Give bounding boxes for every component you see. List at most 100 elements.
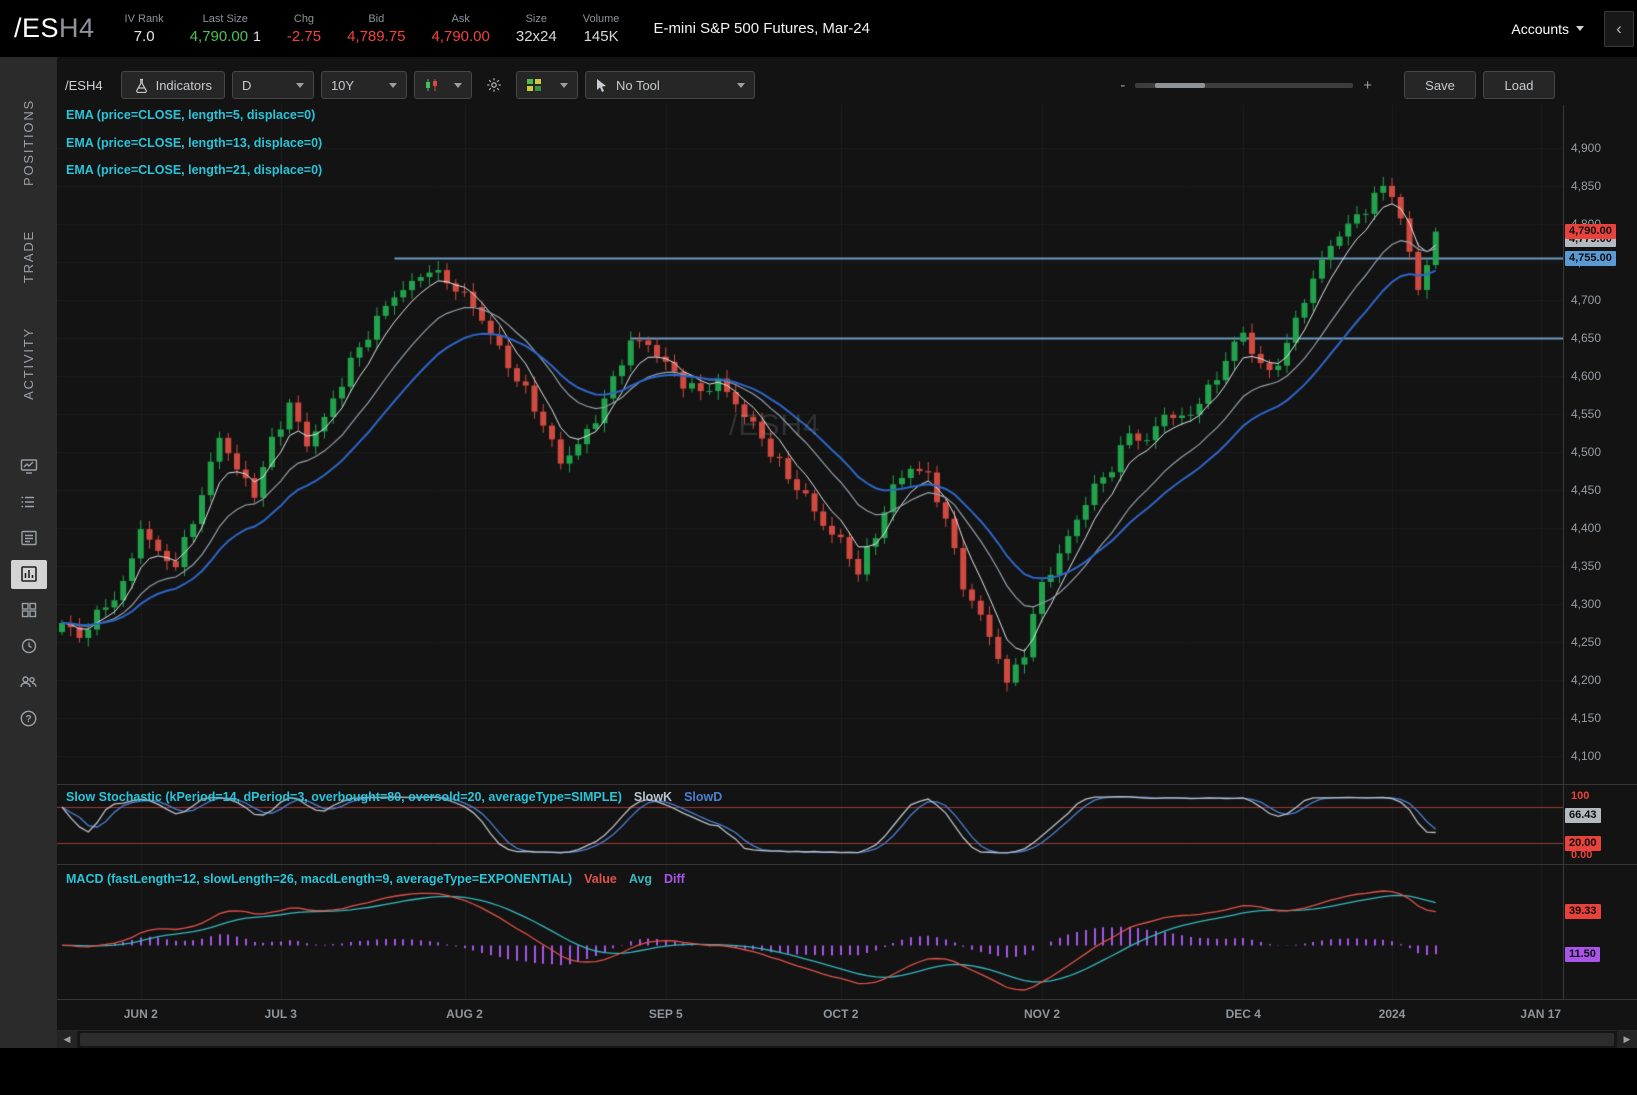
quote-field-volume: Volume 145K bbox=[583, 13, 620, 45]
time-axis-label: NOV 2 bbox=[1023, 1007, 1061, 1021]
ema-study-label-0[interactable]: EMA (price=CLOSE, length=5, displace=0) bbox=[66, 108, 316, 122]
zoom-in-button[interactable]: + bbox=[1363, 76, 1372, 94]
cursor-arrow-icon bbox=[596, 78, 606, 92]
ema-study-label-1[interactable]: EMA (price=CLOSE, length=13, displace=0) bbox=[66, 135, 323, 150]
quote-field-ask: Ask 4,790.00 bbox=[431, 13, 489, 45]
price-tick-label: 4,550 bbox=[1571, 407, 1602, 421]
orders-list-icon[interactable] bbox=[11, 488, 47, 517]
zoom-slider-thumb[interactable] bbox=[1155, 82, 1206, 88]
chart-type-dropdown[interactable] bbox=[413, 71, 472, 99]
contract-title: E-mini S&P 500 Futures, Mar-24 bbox=[653, 20, 870, 37]
chevron-down-icon bbox=[388, 82, 397, 88]
macd-study-label[interactable]: MACD (fastLength=12, slowLength=26, macd… bbox=[66, 872, 573, 886]
macd-series-diff[interactable]: Diff bbox=[663, 872, 685, 886]
drawing-tool-dropdown[interactable]: No Tool bbox=[584, 71, 755, 99]
macd-chart-canvas[interactable] bbox=[57, 865, 1563, 1000]
bottom-filler bbox=[0, 1048, 1637, 1095]
pane-divider[interactable] bbox=[57, 864, 1637, 865]
quote-field-value: 4,789.75 bbox=[347, 27, 406, 45]
time-axis-label: DEC 4 bbox=[1225, 1007, 1261, 1021]
accounts-dropdown[interactable]: Accounts bbox=[1511, 21, 1584, 37]
quote-field-label: Size bbox=[525, 12, 547, 25]
price-axis[interactable]: 4,9004,8504,8004,7504,7004,6504,6004,550… bbox=[1563, 105, 1637, 1000]
slow-stochastic-study-label[interactable]: Slow Stochastic (kPeriod=14, dPeriod=3, … bbox=[66, 790, 622, 804]
watchlist-monitor-icon[interactable] bbox=[11, 452, 47, 481]
chevron-down-icon bbox=[295, 82, 304, 88]
stochastic-chart-canvas[interactable] bbox=[57, 785, 1563, 865]
sidebar-tab-positions[interactable]: POSITIONS bbox=[21, 99, 36, 186]
price-tick-label: 4,300 bbox=[1571, 597, 1602, 611]
charts-tab-icon[interactable] bbox=[10, 559, 47, 589]
macd-value-badge: 11.50 bbox=[1565, 946, 1600, 962]
stoch-series-slowk[interactable]: SlowK bbox=[633, 790, 673, 804]
time-axis-label: JUL 3 bbox=[264, 1007, 297, 1021]
stoch-axis-bottom-label: 0.00 bbox=[1571, 849, 1593, 861]
price-tick-label: 4,850 bbox=[1571, 179, 1602, 193]
period-value: D bbox=[241, 77, 252, 93]
time-axis[interactable]: JUN 2 JUL 3 AUG 2 SEP 5 OCT 2 NOV 2 DEC 4 2024 J… bbox=[57, 1000, 1563, 1028]
time-range-dropdown[interactable]: 10Y bbox=[320, 71, 407, 99]
price-tick-label: 4,150 bbox=[1571, 711, 1602, 725]
quote-field-size: Size 32x24 bbox=[516, 13, 557, 45]
symbol-contract: H4 bbox=[59, 13, 95, 43]
price-tick-label: 4,900 bbox=[1571, 141, 1602, 155]
time-axis-label: OCT 2 bbox=[823, 1007, 859, 1021]
quote-header: /ESH4 IV Rank 7.0 Last Size 4,790.00 1 Chg -2.… bbox=[0, 0, 1637, 57]
scroll-left-button[interactable]: ◀ bbox=[57, 1031, 77, 1048]
price-tick-label: 4,350 bbox=[1571, 559, 1602, 573]
chart-settings-button[interactable] bbox=[479, 71, 509, 99]
left-sidebar: POSITIONS TRADE ACTIVITY bbox=[0, 57, 57, 1048]
scrollbar-track[interactable] bbox=[77, 1031, 1617, 1048]
pane-divider[interactable] bbox=[57, 784, 1637, 785]
save-button[interactable]: Save bbox=[1404, 71, 1476, 99]
help-icon[interactable]: ? bbox=[11, 704, 47, 733]
chevron-down-icon bbox=[453, 82, 462, 88]
candlestick-icon bbox=[425, 79, 437, 91]
aggregation-period-dropdown[interactable]: D bbox=[231, 71, 314, 99]
history-clock-icon[interactable] bbox=[11, 632, 47, 661]
time-axis-label: JAN 17 bbox=[1520, 1007, 1562, 1021]
scroll-right-button[interactable]: ▶ bbox=[1617, 1031, 1637, 1048]
load-button[interactable]: Load bbox=[1483, 71, 1555, 99]
stoch-axis-top-label: 100 bbox=[1571, 790, 1590, 802]
macd-series-value[interactable]: Value bbox=[584, 872, 617, 886]
community-people-icon[interactable] bbox=[11, 668, 47, 697]
macd-series-avg[interactable]: Avg bbox=[628, 872, 652, 886]
sidebar-tab-activity[interactable]: ACTIVITY bbox=[21, 327, 36, 400]
scrollbar-thumb[interactable] bbox=[80, 1033, 1614, 1046]
price-tick-label: 4,700 bbox=[1571, 293, 1602, 307]
chart-style-dropdown[interactable] bbox=[515, 71, 578, 99]
zoom-out-button[interactable]: - bbox=[1120, 76, 1126, 94]
style-grid-icon bbox=[526, 79, 541, 91]
quote-field-value: 32x24 bbox=[515, 27, 557, 45]
stoch-series-slowd[interactable]: SlowD bbox=[684, 790, 723, 804]
price-tick-label: 4,650 bbox=[1571, 331, 1602, 345]
indicators-flask-icon bbox=[135, 78, 147, 93]
collapse-panel-button[interactable]: ‹ bbox=[1604, 10, 1634, 47]
time-axis-label: SEP 5 bbox=[648, 1007, 683, 1021]
toolbar-right-cluster: - + Save Load bbox=[1110, 71, 1555, 99]
quote-field-value: 4,790.00 1 bbox=[189, 27, 261, 45]
quote-field-value: -2.75 bbox=[286, 27, 322, 45]
symbol-root: /ES bbox=[14, 13, 60, 43]
stochastic-study-label-row: Slow Stochastic (kPeriod=14, dPeriod=3, … bbox=[66, 790, 722, 804]
chevron-down-icon bbox=[1576, 26, 1584, 31]
quote-field-label: Last Size bbox=[202, 12, 248, 25]
quote-field-label: Chg bbox=[293, 12, 315, 25]
indicators-label: Indicators bbox=[155, 77, 212, 93]
ema-study-label-2[interactable]: EMA (price=CLOSE, length=21, displace=0) bbox=[66, 163, 323, 177]
indicators-button[interactable]: Indicators bbox=[120, 71, 225, 99]
zoom-slider[interactable] bbox=[1135, 82, 1354, 88]
sidebar-tab-trade[interactable]: TRADE bbox=[21, 230, 36, 284]
price-level-badge: 4,755.00 bbox=[1565, 250, 1616, 266]
price-tick-label: 4,100 bbox=[1571, 749, 1602, 763]
sidebar-icon-rail: ? bbox=[10, 452, 47, 733]
svg-text:?: ? bbox=[25, 714, 31, 725]
quote-field-chg: Chg -2.75 bbox=[287, 13, 321, 45]
chevron-down-icon bbox=[736, 82, 745, 88]
gear-icon bbox=[487, 78, 501, 92]
price-chart-canvas[interactable] bbox=[57, 105, 1563, 785]
dashboard-grid-icon[interactable] bbox=[11, 596, 47, 625]
trade-blotter-icon[interactable] bbox=[11, 524, 47, 553]
